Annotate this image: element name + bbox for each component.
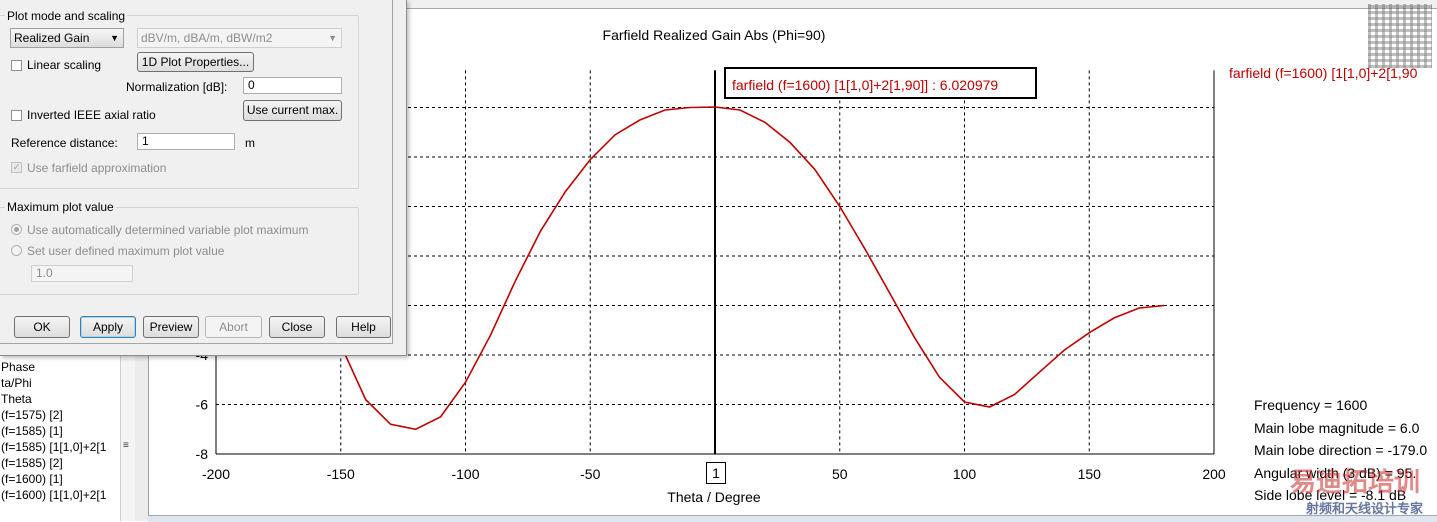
units-value: dBV/m, dBA/m, dBW/m2 xyxy=(141,31,273,45)
plot-mode-group xyxy=(0,15,359,189)
max-plot-group xyxy=(0,207,359,295)
linear-scaling-checkbox[interactable] xyxy=(11,60,22,71)
tree-item[interactable]: Phase xyxy=(1,360,36,374)
auto-max-radio[interactable] xyxy=(11,224,22,235)
max-plot-group-title: Maximum plot value xyxy=(5,200,116,214)
plot-mode-group-title: Plot mode and scaling xyxy=(5,9,128,23)
inverted-ieee-checkbox[interactable] xyxy=(11,110,22,121)
scroll-grip-icon[interactable]: ≡ xyxy=(123,440,129,451)
user-max-label: Set user defined maximum plot value xyxy=(27,244,225,258)
linear-scaling-label: Linear scaling xyxy=(27,58,102,72)
normalization-label: Normalization [dB]: xyxy=(126,80,228,94)
frequency-info: Frequency = 1600 xyxy=(1254,397,1368,413)
use-current-max-button[interactable]: Use current max. xyxy=(243,100,342,121)
x-tick-label: 50 xyxy=(832,466,848,482)
tree-item[interactable]: (f=1585) [2] xyxy=(1,456,63,470)
reference-distance-input[interactable] xyxy=(137,133,235,150)
watermark-logo: 易迪拓培训 射频和天线设计专家 xyxy=(1290,462,1435,517)
y-ticks: -8-6-4 xyxy=(196,347,209,462)
watermark-sub: 射频和天线设计专家 xyxy=(1306,501,1424,516)
plot-properties-button[interactable]: 1D Plot Properties... xyxy=(137,52,254,72)
user-max-radio[interactable] xyxy=(11,245,22,256)
auto-max-label: Use automatically determined variable pl… xyxy=(27,223,309,237)
normalization-input[interactable] xyxy=(243,77,342,94)
units-select[interactable]: dBV/m, dBA/m, dBW/m2 ▼ xyxy=(137,28,342,48)
x-tick-label: -200 xyxy=(202,466,230,482)
user-max-input[interactable] xyxy=(31,265,133,282)
farfield-info: Frequency = 1600 Main lobe magnitude = 6… xyxy=(1254,394,1427,507)
bottom-tab-bar[interactable] xyxy=(148,515,1437,522)
farfield-approx-label: Use farfield approximation xyxy=(27,161,167,175)
abort-button[interactable]: Abort xyxy=(205,316,262,338)
farfield-plot-dialog: Plot mode and scaling Realized Gain ▼ dB… xyxy=(0,0,407,356)
tree-scrollbar[interactable]: ≡ xyxy=(120,355,135,521)
angular-width-info: Angular width (3 dB) = 95. xyxy=(1254,464,1417,481)
main-lobe-magnitude-info: Main lobe magnitude = 6.0 xyxy=(1254,419,1420,436)
plot-mode-value: Realized Gain xyxy=(14,31,90,45)
qr-code-icon xyxy=(1368,4,1432,68)
reference-distance-label: Reference distance: xyxy=(11,136,118,150)
marker-annotation: farfield (f=1600) [1[1,0]+2[1,90]] : 6.0… xyxy=(724,67,1037,99)
dialog-body: Plot mode and scaling Realized Gain ▼ dB… xyxy=(0,0,393,344)
tree-item[interactable]: (f=1575) [2] xyxy=(1,408,63,422)
x-tick-label: 100 xyxy=(953,466,977,482)
inverted-ieee-label: Inverted IEEE axial ratio xyxy=(27,108,156,122)
preview-button[interactable]: Preview xyxy=(143,316,199,338)
help-button[interactable]: Help xyxy=(336,316,391,338)
reference-distance-unit: m xyxy=(245,136,255,150)
tree-item[interactable]: (f=1600) [1] xyxy=(1,472,63,486)
x-ticks: -200 -150 -100 -50 50 100 150 200 xyxy=(202,466,1226,482)
plot-mode-select[interactable]: Realized Gain ▼ xyxy=(10,28,124,48)
y-tick-label: -6 xyxy=(196,397,209,413)
tree-item[interactable]: ta/Phi xyxy=(1,376,32,390)
apply-button[interactable]: Apply xyxy=(80,316,136,338)
tree-item[interactable]: (f=1585) [1[1,0]+2[1 xyxy=(1,440,107,454)
x-tick-label: 200 xyxy=(1202,466,1226,482)
y-tick-label: -8 xyxy=(196,446,209,462)
x-tick-label: -50 xyxy=(580,466,600,482)
side-lobe-level-info: Side lobe level = -8.1 dB xyxy=(1254,487,1407,503)
x-tick-label: -100 xyxy=(451,466,479,482)
watermark-main: 易迪拓培训 xyxy=(1290,467,1421,497)
ok-button[interactable]: OK xyxy=(14,316,70,338)
marker-label[interactable]: 1 xyxy=(706,462,726,484)
navigation-tree[interactable]: Phase ta/Phi Theta (f=1575) [2] (f=1585)… xyxy=(0,355,121,521)
chart-title: Farfield Realized Gain Abs (Phi=90) xyxy=(603,27,826,43)
chevron-down-icon: ▼ xyxy=(110,33,119,43)
legend-entry: farfield (f=1600) [1[1,0]+2[1,90 xyxy=(1229,65,1418,81)
series-line xyxy=(340,106,1165,431)
main-lobe-direction-info: Main lobe direction = -179.0 xyxy=(1254,442,1428,458)
x-tick-label: 150 xyxy=(1078,466,1102,482)
x-tick-label: -150 xyxy=(327,466,355,482)
tree-item[interactable]: (f=1585) [1] xyxy=(1,424,63,438)
plot-top-border xyxy=(406,0,1437,9)
close-button[interactable]: Close xyxy=(269,316,325,338)
plot-left-frame xyxy=(134,355,149,521)
chevron-down-icon: ▼ xyxy=(328,33,337,43)
x-axis-label: Theta / Degree xyxy=(667,489,761,505)
tree-item[interactable]: (f=1600) [1[1,0]+2[1 xyxy=(1,488,107,502)
tree-item[interactable]: Theta xyxy=(1,392,32,406)
farfield-approx-checkbox[interactable]: ✓ xyxy=(11,162,22,173)
